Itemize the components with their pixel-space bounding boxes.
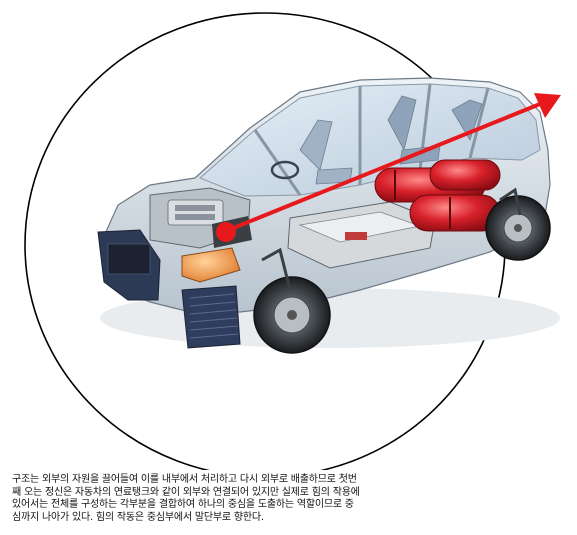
caption-line-4: 심까지 나아가 있다. 힘의 작동은 중심부에서 말단부로 향한다. bbox=[12, 511, 264, 523]
caption-line-1: 구조는 외부의 자원을 끌어들여 이를 내부에서 처리하고 다시 외부로 배출하… bbox=[12, 474, 357, 485]
caption-line-2: 째 오는 정신은 자동차의 연료탱크와 같이 외부와 연결되어 있지만 실제로 … bbox=[12, 486, 360, 498]
front-wheel bbox=[253, 276, 331, 354]
fuel-cell-car-cutaway bbox=[97, 77, 560, 354]
force-direction-arrow bbox=[225, 93, 561, 233]
rear-wheel bbox=[485, 195, 551, 261]
figure bbox=[24, 12, 561, 470]
center-of-force-dot bbox=[216, 222, 236, 242]
hydrogen-tanks bbox=[374, 159, 501, 232]
caption: 구조는 외부의 자원을 끌어들여 이를 내부에서 처리하고 다시 외부로 배출하… bbox=[12, 474, 532, 524]
caption-line-3: 있어서는 전체를 구성하는 각부분을 결합하여 하나의 중심을 도출하는 역할이… bbox=[12, 499, 354, 510]
